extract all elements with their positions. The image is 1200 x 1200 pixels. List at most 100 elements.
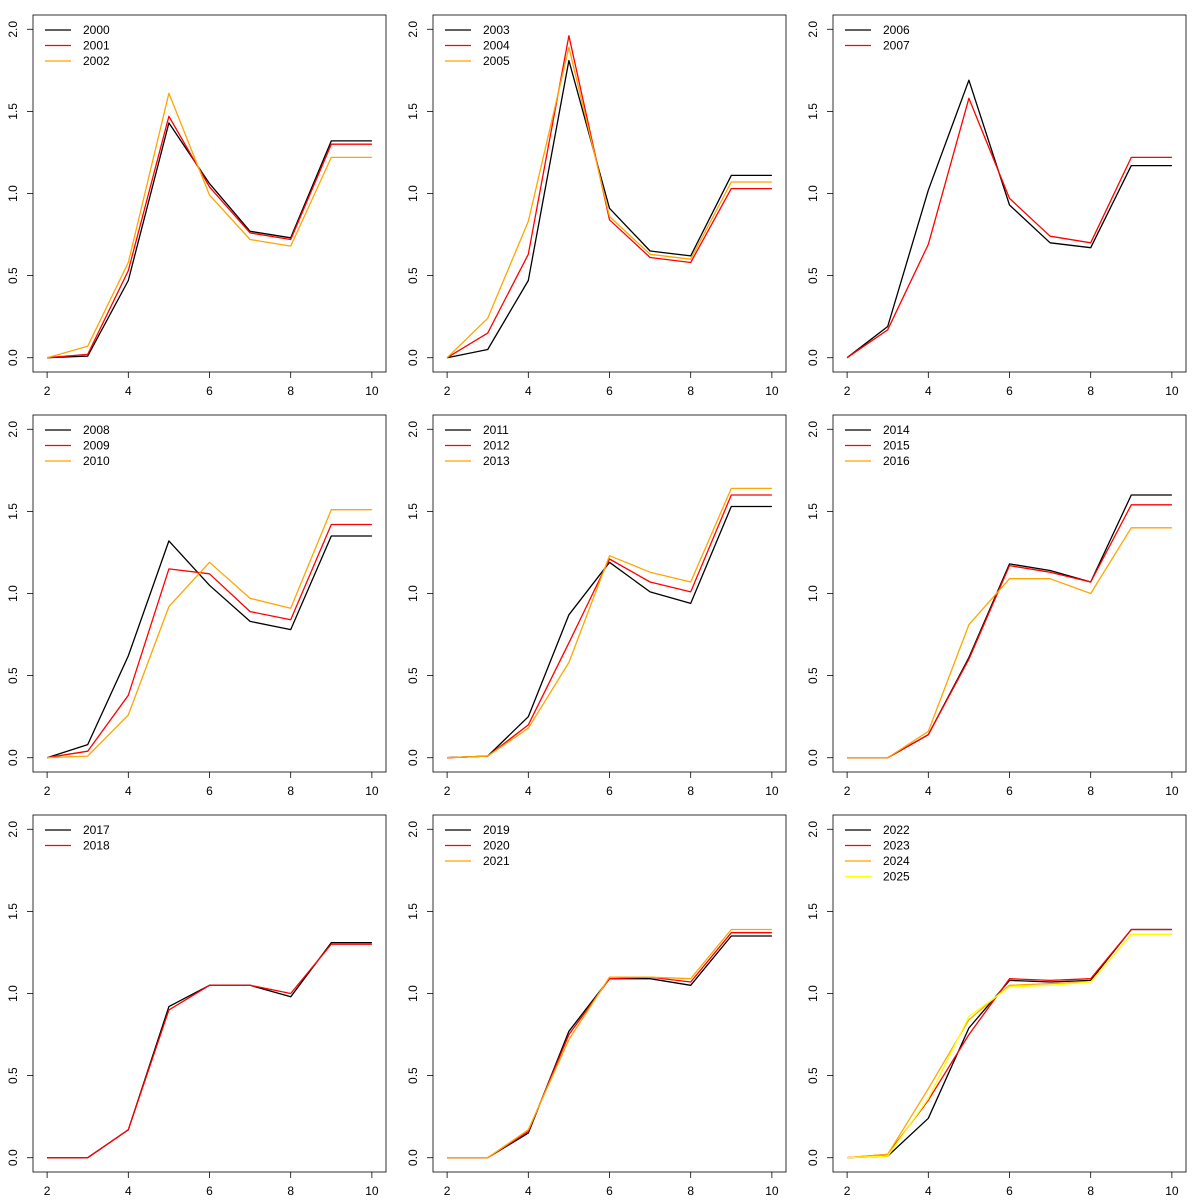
y-tick-label: 0.0 bbox=[806, 749, 820, 766]
x-tick-label: 8 bbox=[287, 1184, 294, 1198]
legend-label: 2003 bbox=[483, 23, 510, 37]
y-tick-label: 2.0 bbox=[406, 21, 420, 38]
legend-label: 2021 bbox=[483, 854, 510, 868]
y-tick-label: 2.0 bbox=[406, 821, 420, 838]
y-tick-label: 2.0 bbox=[6, 821, 20, 838]
series-line-2010 bbox=[47, 509, 372, 759]
x-tick-label: 6 bbox=[206, 1184, 213, 1198]
legend-label: 2014 bbox=[883, 423, 910, 437]
x-tick-label: 2 bbox=[844, 1184, 851, 1198]
series-line-2012 bbox=[447, 494, 772, 759]
x-tick-label: 2 bbox=[44, 784, 51, 798]
series-line-2014 bbox=[847, 494, 1172, 759]
legend-label: 2004 bbox=[483, 39, 510, 53]
legend: 2017 2018 bbox=[45, 823, 110, 853]
x-tick-label: 10 bbox=[765, 384, 779, 398]
chart-panel: 2 4 6 8 10 0.0 0.5 1.0 1.5 2.0 2017 2018 bbox=[0, 800, 400, 1200]
y-tick-label: 0.5 bbox=[406, 1067, 420, 1084]
x-tick-label: 10 bbox=[365, 1184, 379, 1198]
y-tick-label: 0.5 bbox=[406, 267, 420, 284]
chart-panel: 2 4 6 8 10 0.0 0.5 1.0 1.5 2.0 2003 2004 2005 bbox=[400, 0, 800, 400]
y-tick-label: 1.0 bbox=[6, 985, 20, 1002]
series-line-2017 bbox=[47, 941, 372, 1159]
series-line-2019 bbox=[447, 935, 772, 1159]
legend-label: 2022 bbox=[883, 823, 910, 837]
series-line-2025 bbox=[847, 933, 1172, 1159]
y-tick-label: 0.5 bbox=[6, 267, 20, 284]
x-tick-label: 4 bbox=[125, 384, 132, 398]
legend-label: 2007 bbox=[883, 39, 910, 53]
series-line-2015 bbox=[847, 504, 1172, 759]
y-tick-label: 1.5 bbox=[406, 503, 420, 520]
y-tick-label: 0.0 bbox=[806, 1149, 820, 1166]
chart-panel: 2 4 6 8 10 0.0 0.5 1.0 1.5 2.0 2006 2007 bbox=[800, 0, 1200, 400]
x-tick-label: 2 bbox=[444, 1184, 451, 1198]
x-tick-label: 6 bbox=[606, 1184, 613, 1198]
y-tick-label: 0.0 bbox=[406, 1149, 420, 1166]
x-tick-label: 2 bbox=[444, 784, 451, 798]
series-line-2016 bbox=[847, 527, 1172, 759]
y-tick-label: 1.5 bbox=[806, 103, 820, 120]
y-tick-label: 0.0 bbox=[806, 349, 820, 366]
x-tick-label: 4 bbox=[925, 1184, 932, 1198]
series-line-2023 bbox=[847, 928, 1172, 1159]
series-line-2000 bbox=[47, 122, 372, 359]
y-tick-label: 1.0 bbox=[806, 585, 820, 602]
series-line-2021 bbox=[447, 928, 772, 1159]
legend-label: 2012 bbox=[483, 439, 510, 453]
x-tick-label: 2 bbox=[844, 784, 851, 798]
legend-label: 2018 bbox=[83, 839, 110, 853]
series-line-2008 bbox=[46, 535, 372, 759]
y-tick-label: 0.0 bbox=[6, 349, 20, 366]
x-tick-label: 6 bbox=[1006, 384, 1013, 398]
y-tick-label: 0.0 bbox=[406, 349, 420, 366]
x-tick-label: 2 bbox=[844, 384, 851, 398]
y-tick-label: 1.5 bbox=[6, 103, 20, 120]
chart-panel: 2 4 6 8 10 0.0 0.5 1.0 1.5 2.0 2011 2012 2013 bbox=[400, 400, 800, 800]
x-tick-label: 10 bbox=[365, 384, 379, 398]
x-tick-label: 4 bbox=[125, 784, 132, 798]
legend: 2006 2007 bbox=[845, 23, 910, 53]
series-line-2002 bbox=[46, 92, 372, 359]
x-tick-label: 10 bbox=[765, 1184, 779, 1198]
x-tick-label: 4 bbox=[525, 784, 532, 798]
x-tick-label: 2 bbox=[44, 1184, 51, 1198]
legend-label: 2015 bbox=[883, 439, 910, 453]
y-tick-label: 1.5 bbox=[806, 503, 820, 520]
x-tick-label: 8 bbox=[287, 784, 294, 798]
series-line-2022 bbox=[847, 928, 1172, 1159]
y-tick-label: 1.5 bbox=[6, 903, 20, 920]
legend-label: 2005 bbox=[483, 54, 510, 68]
plot-frame bbox=[832, 414, 1187, 773]
x-tick-label: 4 bbox=[925, 784, 932, 798]
y-tick-label: 1.5 bbox=[6, 503, 20, 520]
chart-panel: 2 4 6 8 10 0.0 0.5 1.0 1.5 2.0 2019 2020 2021 bbox=[400, 800, 800, 1200]
y-tick-label: 1.0 bbox=[406, 585, 420, 602]
y-tick-label: 2.0 bbox=[406, 421, 420, 438]
legend-label: 2000 bbox=[83, 23, 110, 37]
legend-label: 2024 bbox=[883, 854, 910, 868]
series-line-2024 bbox=[847, 933, 1172, 1159]
x-tick-label: 4 bbox=[925, 384, 932, 398]
series-line-2009 bbox=[46, 523, 372, 759]
x-tick-label: 8 bbox=[687, 384, 694, 398]
legend-label: 2025 bbox=[883, 870, 910, 884]
y-tick-label: 1.5 bbox=[406, 903, 420, 920]
x-tick-label: 8 bbox=[687, 784, 694, 798]
y-tick-label: 0.5 bbox=[806, 1067, 820, 1084]
x-tick-label: 8 bbox=[1087, 384, 1094, 398]
x-tick-label: 4 bbox=[125, 1184, 132, 1198]
y-tick-label: 0.0 bbox=[6, 1149, 20, 1166]
y-tick-label: 2.0 bbox=[6, 421, 20, 438]
series-line-2006 bbox=[846, 79, 1172, 359]
series-line-2001 bbox=[47, 115, 372, 359]
series-line-2005 bbox=[446, 46, 772, 359]
series-line-2011 bbox=[447, 505, 772, 759]
